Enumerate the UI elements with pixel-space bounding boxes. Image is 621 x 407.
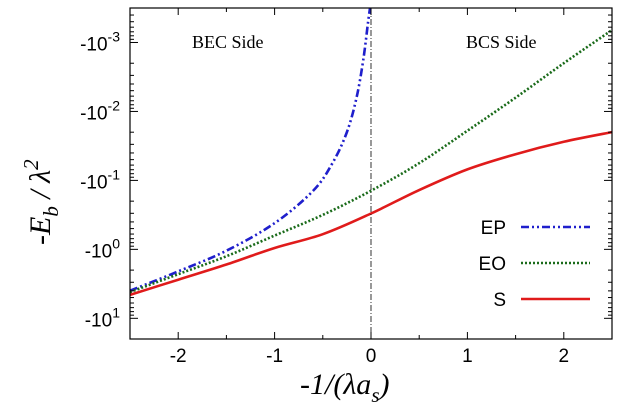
y-axis-title-sup: 2 — [19, 159, 43, 170]
y-tick-label-0: -10-3 — [80, 28, 120, 55]
legend-label-ep: EP — [481, 218, 506, 239]
x-tick-label-0: -2 — [170, 346, 187, 367]
series-line-s — [129, 130, 613, 297]
x-tick-label-3: 1 — [462, 346, 473, 367]
x-axis-title-close: ) — [378, 368, 390, 401]
labels-layer: -2 -1 0 1 2-10-3-10-2-10-1-100-101 — [80, 28, 569, 367]
x-tick-label-2: 0 — [366, 346, 377, 367]
y-tick-label-4: -101 — [85, 304, 120, 331]
x-axis-title-main: -1/(λa — [300, 368, 371, 401]
y-tick-label-2: -10-1 — [80, 166, 120, 193]
legend-label-eo: EO — [479, 254, 506, 275]
series-line-ep — [129, 7, 372, 292]
y-axis-title-main: -E — [24, 217, 57, 245]
y-axis-title: -Eb / λ2 — [19, 159, 63, 245]
ticks-layer — [129, 8, 613, 339]
y-axis-title-rest: / λ — [24, 170, 57, 206]
x-tick-label-4: 2 — [559, 346, 570, 367]
legend-label-s: S — [493, 290, 506, 311]
bcs-side-label: BCS Side — [466, 32, 537, 52]
series-line-eo — [129, 28, 613, 294]
y-tick-label-1: -10-2 — [80, 97, 120, 124]
bec-side-label: BEC Side — [192, 32, 264, 52]
x-tick-label-1: -1 — [266, 346, 283, 367]
x-axis-title-sub: s — [371, 383, 379, 407]
series-layer — [129, 7, 613, 297]
legend: EP EO S — [479, 218, 590, 311]
y-axis-title-sub: b — [39, 206, 63, 217]
y-tick-label-3: -100 — [85, 235, 120, 262]
x-axis-title: -1/(λas) — [300, 368, 390, 407]
